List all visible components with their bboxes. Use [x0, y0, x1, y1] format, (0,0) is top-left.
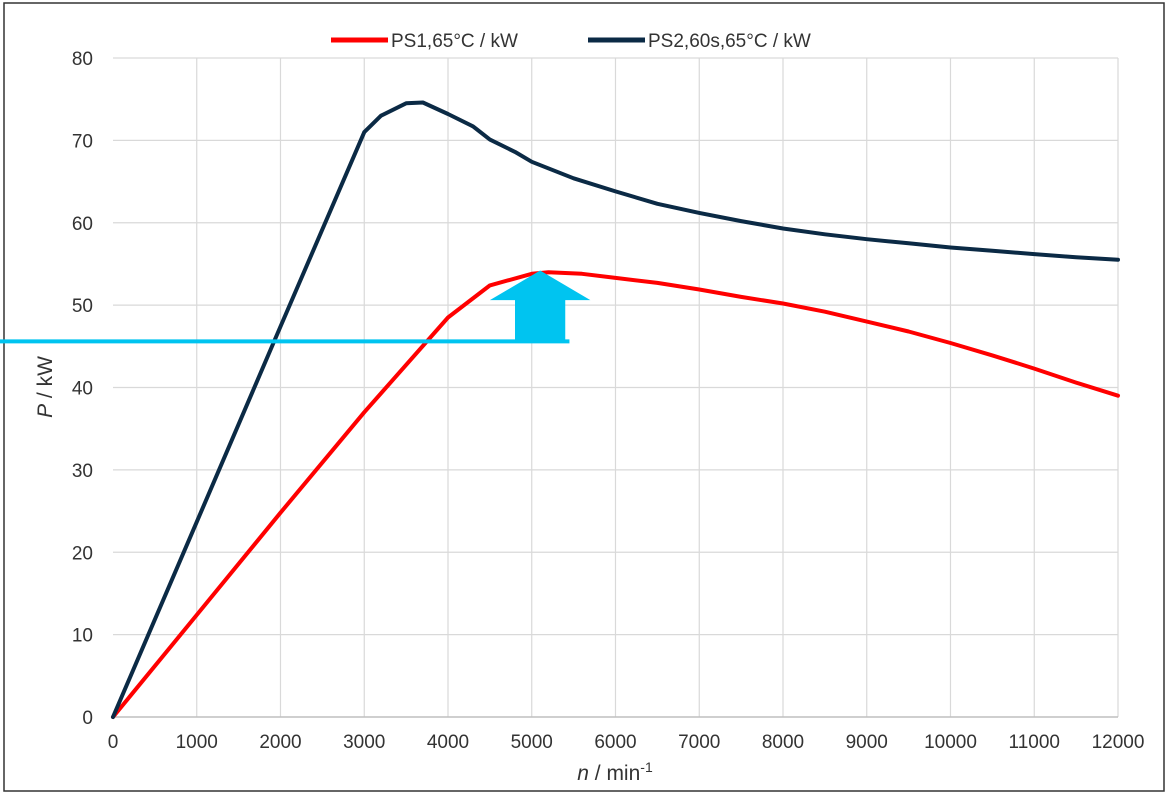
series-line-ps1: [111, 270, 1120, 719]
tick-labels: 0 1000 2000 3000 4000 5000 6000 7000 8000 9000 100…: [72, 49, 1145, 753]
x-axis-unit-exponent: -1: [640, 759, 653, 775]
x-tick-label: 4000: [427, 732, 469, 753]
x-tick-label: 3000: [343, 732, 385, 753]
x-tick-label: 0: [108, 732, 119, 753]
y-tick-label: 80: [72, 49, 93, 70]
y-axis-unit: / kW: [34, 356, 57, 404]
chart-border: [3, 2, 1165, 792]
gridlines: [113, 57, 1119, 717]
up-arrow-annotation: [489, 270, 591, 342]
x-tick-label: 12000: [1092, 732, 1145, 753]
y-tick-label: 10: [72, 626, 93, 647]
x-axis-unit: / min: [589, 762, 640, 785]
legend-label-ps1: PS1,65°C / kW: [391, 31, 518, 52]
x-tick-label: 2000: [259, 732, 301, 753]
x-tick-label: 5000: [511, 732, 553, 753]
y-tick-label: 40: [72, 379, 93, 400]
y-tick-label: 50: [72, 296, 93, 317]
x-axis-variable: n: [577, 762, 589, 785]
legend: PS1,65°C / kW PS2,60s,65°C / kW: [331, 31, 811, 52]
y-tick-label: 60: [72, 214, 93, 235]
y-tick-label: 30: [72, 461, 93, 482]
y-tick-label: 0: [82, 708, 93, 729]
series-lines: [111, 100, 1120, 719]
y-tick-label: 70: [72, 131, 93, 152]
x-axis-title: n / min-1: [577, 759, 653, 785]
series-line-ps2: [111, 100, 1120, 719]
x-tick-label: 1000: [176, 732, 218, 753]
legend-label-ps2: PS2,60s,65°C / kW: [648, 31, 811, 52]
x-tick-label: 6000: [594, 732, 636, 753]
x-tick-label: 8000: [762, 732, 804, 753]
y-axis-variable: P: [34, 404, 57, 418]
annotation-overlay: [0, 270, 591, 344]
x-tick-label: 11000: [1009, 732, 1060, 753]
x-tick-label: 10000: [924, 732, 977, 753]
x-tick-label: 9000: [846, 732, 888, 753]
x-tick-label: 7000: [678, 732, 720, 753]
y-tick-label: 20: [72, 543, 93, 564]
y-axis-title: P / kW: [34, 356, 57, 418]
